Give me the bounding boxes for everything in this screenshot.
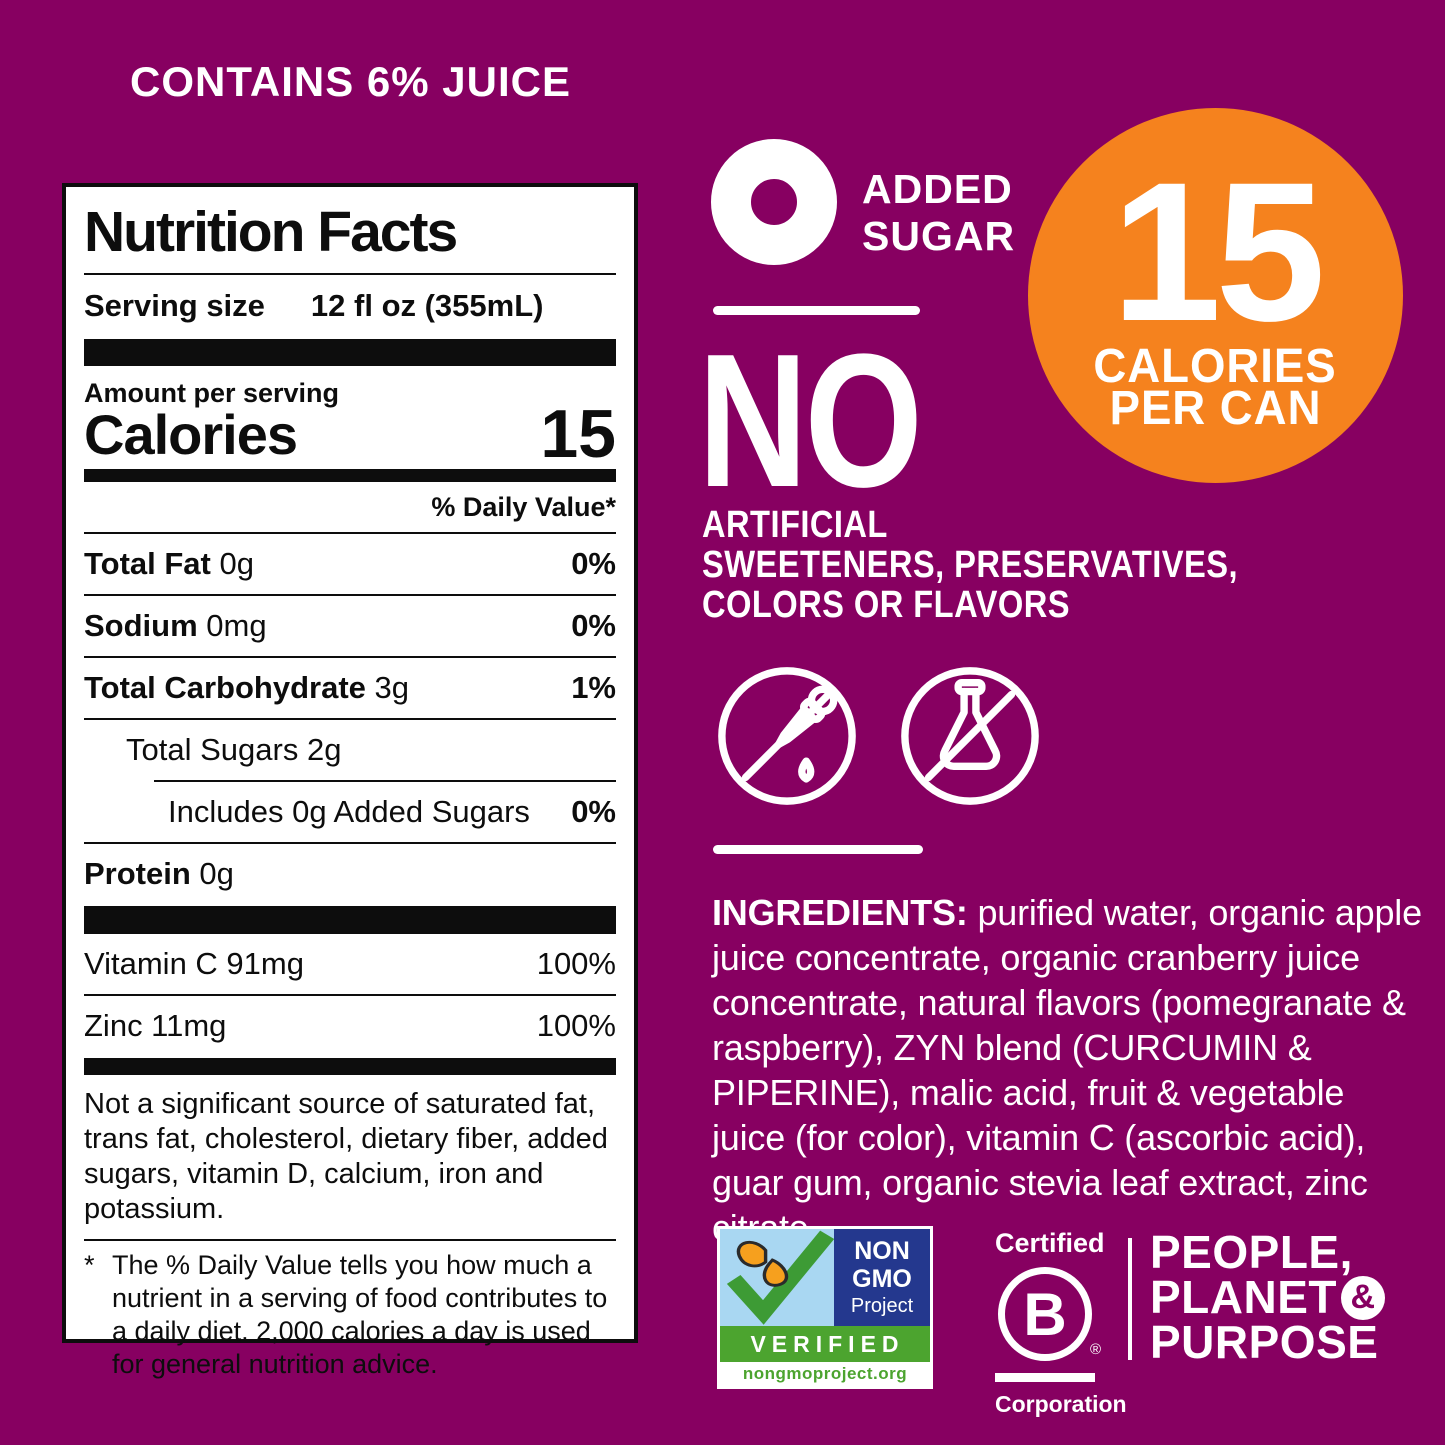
nutrient-name: Sodium 0mg xyxy=(84,608,267,643)
nutrient-dv: 1% xyxy=(571,670,616,705)
serving-size-value: 12 fl oz (355mL) xyxy=(310,288,544,323)
badge-per-can-word: PER CAN xyxy=(1109,381,1322,435)
vertical-divider xyxy=(1128,1238,1132,1360)
serving-size-label: Serving size xyxy=(84,288,265,323)
added-sugar-claim: ADDED SUGAR xyxy=(862,166,1015,260)
indented-rule xyxy=(154,780,616,782)
nutrient-dv: 0% xyxy=(571,794,616,829)
nutrient-row-carbohydrate: Total Carbohydrate 3g 1% xyxy=(84,658,616,718)
non-gmo-verified-band: VERIFIED xyxy=(720,1326,930,1362)
nutrient-dv: 100% xyxy=(536,1008,616,1043)
nutrient-row-sodium: Sodium 0mg 0% xyxy=(84,596,616,656)
rule xyxy=(84,994,616,996)
rule xyxy=(84,532,616,534)
non-gmo-butterfly-icon xyxy=(720,1229,834,1326)
badge-calories-word: CALORIES xyxy=(1093,339,1338,393)
ampersand-badge: & xyxy=(1341,1275,1385,1320)
nutrient-row-protein: Protein 0g xyxy=(84,844,616,904)
nutrient-row-added-sugars: Includes 0g Added Sugars 0% xyxy=(84,782,616,842)
non-gmo-logo-top: NON GMO Project xyxy=(720,1229,930,1326)
footnote-text: The % Daily Value tells you how much a n… xyxy=(112,1250,608,1379)
micro-row-vitamin-c: Vitamin C 91mg 100% xyxy=(84,934,616,994)
daily-value-header: % Daily Value* xyxy=(431,492,616,522)
nutrient-row-total-fat: Total Fat 0g 0% xyxy=(84,534,616,594)
nutrient-name: Protein 0g xyxy=(84,856,234,891)
contains-juice-label: CONTAINS 6% JUICE xyxy=(130,58,571,105)
nutrient-name: Total Fat 0g xyxy=(84,546,254,581)
nutrient-name: Vitamin C 91mg xyxy=(84,946,304,981)
b-corp-underline xyxy=(995,1373,1095,1382)
rule xyxy=(84,656,616,658)
calories-label: Calories xyxy=(84,403,298,466)
badge-calories-number: 15 xyxy=(1111,141,1325,363)
thick-rule xyxy=(84,906,616,934)
nutrient-name: Includes 0g Added Sugars xyxy=(168,794,530,829)
divider-line xyxy=(713,306,920,315)
calories-per-can-badge: 15 CALORIES PER CAN xyxy=(1028,108,1403,483)
nutrient-name: Total Sugars 2g xyxy=(126,732,342,767)
not-significant-note: Not a significant source of saturated fa… xyxy=(84,1088,608,1225)
b-corp-letter: B xyxy=(1023,1280,1067,1348)
medium-rule xyxy=(84,469,616,482)
no-flask-icon xyxy=(896,662,1044,810)
thick-rule xyxy=(84,339,616,366)
serving-size-row: Serving size 12 fl oz (355mL) xyxy=(84,275,616,339)
footnote-asterisk: * xyxy=(84,1250,95,1280)
b-corp-corporation-label: Corporation xyxy=(995,1391,1127,1417)
nutrient-row-total-sugars: Total Sugars 2g xyxy=(84,720,616,780)
added-sugar-line2: SUGAR xyxy=(862,213,1016,259)
nutrition-facts-title: Nutrition Facts xyxy=(84,200,458,264)
no-claim-line3: COLORS OR FLAVORS xyxy=(702,584,1071,626)
amount-per-serving-label: Amount per serving xyxy=(84,378,340,408)
nutrient-name: Zinc 11mg xyxy=(84,1008,227,1043)
nutrition-facts-panel: Nutrition Facts Serving size 12 fl oz (3… xyxy=(62,183,638,1379)
rule xyxy=(84,842,616,844)
divider-line xyxy=(713,845,923,854)
rule xyxy=(84,1239,616,1241)
nutrient-name: Total Carbohydrate 3g xyxy=(84,670,410,705)
non-gmo-url: nongmoproject.org xyxy=(720,1362,930,1386)
tagline-line3: PURPOSE xyxy=(1150,1316,1379,1368)
b-corp-circle-icon: B ® xyxy=(998,1267,1101,1361)
b-corp-logo: Certified B ® Corporation xyxy=(995,1228,1127,1418)
ingredients-label: INGREDIENTS: xyxy=(712,892,968,933)
rule xyxy=(84,594,616,596)
b-corp-certified-label: Certified xyxy=(995,1228,1105,1258)
calories-value: 15 xyxy=(540,396,616,473)
non-gmo-line1: NON xyxy=(854,1237,910,1265)
tagline-planet: PLANET xyxy=(1150,1271,1337,1323)
non-gmo-line3: Project xyxy=(850,1295,914,1317)
non-gmo-logo-text: NON GMO Project xyxy=(834,1229,930,1326)
thick-rule xyxy=(84,1058,616,1075)
calories-row: Calories 15 xyxy=(84,396,616,473)
nutrient-dv: 0% xyxy=(571,546,616,581)
non-gmo-project-logo: NON GMO Project VERIFIED nongmoproject.o… xyxy=(717,1226,933,1389)
zero-icon xyxy=(711,139,837,265)
daily-value-footnote: * The % Daily Value tells you how much a… xyxy=(84,1249,616,1381)
tagline-line2: PLANET & xyxy=(1150,1271,1385,1323)
micro-row-zinc: Zinc 11mg 100% xyxy=(84,996,616,1056)
ingredients-paragraph: INGREDIENTS: purified water, organic app… xyxy=(712,890,1424,1250)
brand-tagline: PEOPLE, PLANET & PURPOSE xyxy=(1150,1226,1385,1368)
nutrient-dv: 100% xyxy=(536,946,616,981)
ingredients-text: purified water, organic apple juice conc… xyxy=(712,892,1422,1248)
no-claim-line2: SWEETENERS, PRESERVATIVES, xyxy=(702,544,1238,586)
non-gmo-line2: GMO xyxy=(852,1265,912,1293)
tagline-line1: PEOPLE, xyxy=(1150,1226,1353,1278)
no-dropper-icon xyxy=(713,662,861,810)
nutrient-dv: 0% xyxy=(571,608,616,643)
no-claim-line1: ARTIFICIAL xyxy=(702,504,888,546)
added-sugar-line1: ADDED xyxy=(862,166,1013,212)
rule xyxy=(84,273,616,275)
ampersand: & xyxy=(1350,1278,1376,1316)
no-claim-word: NO xyxy=(698,315,923,527)
registered-mark: ® xyxy=(1089,1341,1101,1358)
no-claim-lines: ARTIFICIAL SWEETENERS, PRESERVATIVES, CO… xyxy=(702,505,1238,625)
rule xyxy=(84,718,616,720)
